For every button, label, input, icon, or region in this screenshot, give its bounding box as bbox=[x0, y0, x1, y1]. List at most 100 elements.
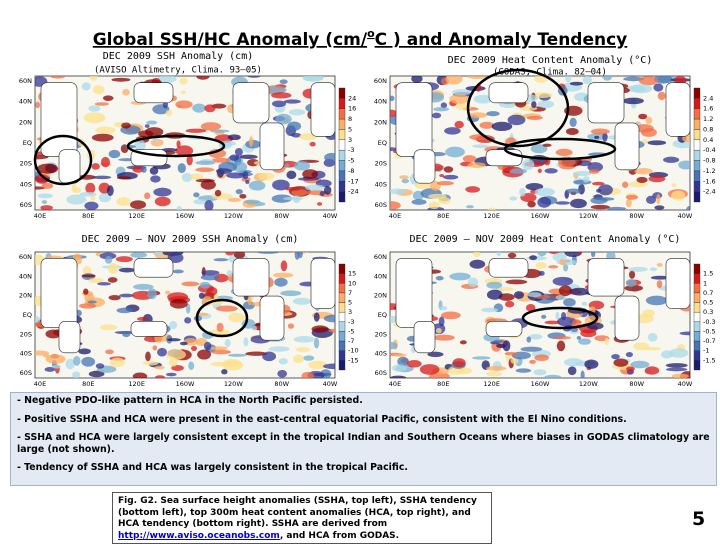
land bbox=[665, 258, 690, 309]
colorbar-label: 10 bbox=[348, 279, 356, 287]
lon-label: 160W bbox=[176, 380, 195, 388]
anomaly-patch bbox=[473, 252, 481, 258]
anomaly-patch bbox=[590, 197, 608, 205]
anomaly-patch bbox=[390, 147, 398, 152]
anomaly-patch bbox=[401, 178, 410, 184]
colorbar-label: 1 bbox=[703, 279, 707, 287]
anomaly-patch bbox=[638, 76, 659, 86]
lon-label: 40E bbox=[389, 212, 401, 220]
anomaly-patch bbox=[73, 355, 81, 366]
anomaly-patch bbox=[663, 156, 680, 163]
lat-label: 40N bbox=[374, 98, 387, 106]
colorbar-label: -24 bbox=[348, 188, 359, 196]
anomaly-patch bbox=[399, 175, 409, 180]
panel-title: DEC 2009 — NOV 2009 SSH Anomaly (cm) bbox=[82, 234, 299, 245]
anomaly-patch bbox=[271, 100, 287, 108]
anomaly-patch bbox=[167, 292, 189, 302]
anomaly-patch bbox=[196, 76, 210, 80]
anomaly-patch bbox=[166, 349, 186, 360]
caption: Fig. G2. Sea surface height anomalies (S… bbox=[112, 492, 492, 544]
lat-label: 60S bbox=[20, 369, 32, 377]
colorbar-label: -1.6 bbox=[703, 177, 716, 185]
anomaly-patch bbox=[313, 312, 320, 322]
title-main: Global SSH/HC Anomaly (cm/ bbox=[93, 30, 368, 50]
anomaly-patch bbox=[215, 168, 233, 175]
colorbar-segment bbox=[693, 170, 701, 182]
anomaly-patch bbox=[584, 359, 599, 369]
anomaly-patch bbox=[302, 76, 324, 82]
lat-label: 40S bbox=[20, 180, 32, 188]
anomaly-patch bbox=[227, 134, 241, 141]
anomaly-patch bbox=[152, 345, 158, 351]
lon-label: 80E bbox=[437, 212, 449, 220]
colorbar-label: -5 bbox=[348, 157, 354, 165]
anomaly-patch bbox=[555, 311, 560, 321]
anomaly-patch bbox=[454, 120, 464, 129]
anomaly-patch bbox=[83, 112, 106, 124]
anomaly-patch bbox=[247, 76, 261, 78]
colorbar-segment bbox=[693, 360, 701, 371]
anomaly-patch bbox=[175, 100, 193, 109]
anomaly-patch bbox=[243, 301, 255, 310]
anomaly-patch bbox=[271, 92, 292, 99]
anomaly-patch bbox=[390, 95, 395, 102]
lon-label: 120E bbox=[128, 380, 145, 388]
anomaly-patch bbox=[324, 152, 335, 163]
anomaly-patch bbox=[186, 155, 193, 166]
anomaly-patch bbox=[591, 252, 596, 258]
anomaly-patch bbox=[590, 204, 610, 210]
lon-label: 160W bbox=[176, 212, 195, 220]
lat-label: 40N bbox=[19, 272, 32, 280]
anomaly-patch bbox=[541, 314, 547, 319]
colorbar-label: 2.4 bbox=[703, 94, 713, 102]
lon-label: 120W bbox=[579, 380, 598, 388]
anomaly-patch bbox=[527, 292, 542, 298]
anomaly-patch bbox=[40, 205, 53, 210]
anomaly-patch bbox=[653, 83, 664, 92]
anomaly-patch bbox=[145, 351, 151, 362]
anomaly-patch bbox=[473, 94, 493, 104]
anomaly-patch bbox=[216, 305, 238, 312]
caption-link[interactable]: http://www.aviso.oceanobs.com bbox=[118, 530, 280, 541]
anomaly-patch bbox=[544, 168, 558, 174]
anomaly-patch bbox=[449, 272, 471, 281]
anomaly-patch bbox=[203, 341, 212, 351]
lon-label: 80W bbox=[629, 212, 644, 220]
anomaly-patch bbox=[556, 340, 566, 352]
anomaly-patch bbox=[527, 200, 536, 208]
anomaly-patch bbox=[150, 175, 161, 183]
lat-label: 20S bbox=[20, 160, 32, 168]
anomaly-patch bbox=[496, 343, 506, 348]
anomaly-patch bbox=[647, 332, 658, 342]
anomaly-patch bbox=[106, 185, 114, 197]
anomaly-patch bbox=[92, 175, 112, 180]
anomaly-patch bbox=[216, 322, 224, 332]
lat-label: 40S bbox=[375, 180, 387, 188]
anomaly-patch bbox=[578, 338, 591, 345]
anomaly-patch bbox=[88, 370, 105, 378]
anomaly-patch bbox=[239, 193, 247, 199]
lat-label: 60S bbox=[375, 369, 387, 377]
anomaly-patch bbox=[291, 132, 302, 138]
colorbar-segment bbox=[693, 302, 701, 313]
anomaly-patch bbox=[144, 192, 151, 200]
anomaly-patch bbox=[272, 179, 290, 191]
lat-label: 40N bbox=[19, 98, 32, 106]
colorbar-segment bbox=[693, 160, 701, 172]
anomaly-patch bbox=[486, 371, 503, 377]
anomaly-patch bbox=[211, 349, 232, 355]
anomaly-patch bbox=[72, 371, 81, 378]
anomaly-patch bbox=[485, 366, 507, 371]
anomaly-patch bbox=[232, 161, 248, 173]
anomaly-patch bbox=[624, 284, 644, 292]
anomaly-patch bbox=[257, 172, 275, 181]
anomaly-patch bbox=[604, 337, 609, 346]
anomaly-patch bbox=[175, 145, 194, 156]
anomaly-patch bbox=[509, 196, 518, 201]
bullet: - SSHA and HCA were largely consistent e… bbox=[17, 432, 710, 455]
anomaly-patch bbox=[185, 128, 207, 133]
anomaly-patch bbox=[625, 278, 637, 287]
anomaly-patch bbox=[505, 300, 515, 308]
colorbar-segment bbox=[338, 302, 346, 313]
